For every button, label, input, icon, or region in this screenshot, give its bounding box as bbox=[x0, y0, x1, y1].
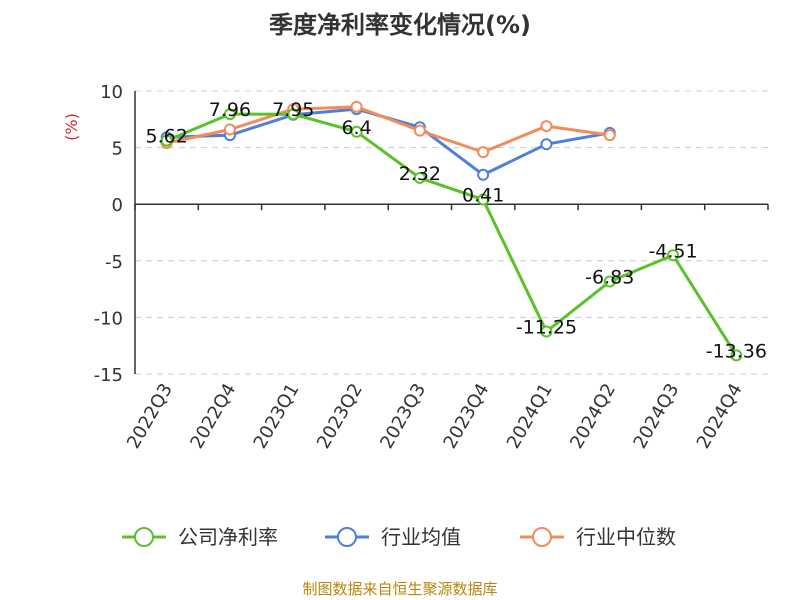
data-label: -13.36 bbox=[706, 340, 767, 362]
legend-label: 行业均值 bbox=[381, 525, 461, 549]
data-label: 0.41 bbox=[462, 185, 504, 207]
data-label: 6.4 bbox=[341, 117, 371, 139]
data-point bbox=[540, 138, 553, 151]
data-point bbox=[160, 134, 173, 147]
data-label: 7.95 bbox=[272, 99, 314, 121]
data-point bbox=[540, 325, 553, 338]
data-point bbox=[350, 125, 363, 138]
x-tick-label: 2024Q1 bbox=[503, 380, 557, 452]
data-point bbox=[223, 108, 236, 121]
data-point bbox=[540, 120, 553, 133]
series-line-0 bbox=[166, 112, 738, 357]
y-tick-label: -15 bbox=[94, 365, 123, 386]
legend-marker bbox=[337, 527, 357, 547]
data-label: 5.62 bbox=[145, 126, 187, 148]
x-tick-label: 2024Q4 bbox=[693, 380, 747, 452]
x-tick-label: 2024Q2 bbox=[566, 380, 620, 452]
x-tick-label: 2023Q4 bbox=[440, 380, 494, 452]
y-tick-label: -5 bbox=[105, 252, 123, 273]
data-point bbox=[413, 171, 426, 184]
data-label: 2.32 bbox=[399, 163, 441, 185]
series-line-2 bbox=[166, 105, 610, 154]
data-point bbox=[477, 146, 490, 159]
data-labels: 5.62 7.96 7.95 6.4 2.32 0.41 -11.25 -6.83 -4.51 -… bbox=[145, 99, 766, 362]
legend-marker bbox=[532, 527, 552, 547]
x-tick-label: 2023Q1 bbox=[250, 380, 304, 452]
data-label: -6.83 bbox=[585, 267, 634, 289]
source-note: 制图数据来自恒生聚源数据库 bbox=[302, 580, 497, 598]
x-tick-label: 2023Q2 bbox=[313, 380, 367, 452]
data-point bbox=[223, 123, 236, 136]
series-layer bbox=[160, 100, 743, 362]
legend: 公司净利率 行业均值 行业中位数 bbox=[122, 525, 676, 549]
data-label: -11.25 bbox=[516, 317, 577, 339]
x-tick-label: 2024Q3 bbox=[629, 380, 683, 452]
y-axis-unit: (%) bbox=[62, 113, 81, 141]
x-tick-label: 2022Q3 bbox=[123, 380, 177, 452]
y-tick-label: 10 bbox=[100, 82, 123, 103]
data-point bbox=[350, 100, 363, 113]
x-tick-label: 2022Q4 bbox=[186, 380, 240, 452]
chart-title: 季度净利率变化情况(%) bbox=[269, 11, 531, 39]
x-tick-label: 2023Q3 bbox=[376, 380, 430, 452]
data-point bbox=[477, 168, 490, 181]
data-point bbox=[477, 193, 490, 206]
data-point bbox=[667, 249, 680, 262]
y-tick-label: 5 bbox=[112, 139, 123, 160]
data-point bbox=[603, 275, 616, 288]
data-point bbox=[413, 124, 426, 137]
data-label: -4.51 bbox=[648, 240, 697, 262]
data-label: 7.96 bbox=[209, 99, 251, 121]
data-point bbox=[287, 108, 300, 121]
legend-marker bbox=[134, 527, 154, 547]
y-tick-label: 0 bbox=[112, 195, 123, 216]
y-tick-label: -10 bbox=[94, 308, 123, 329]
data-point bbox=[730, 349, 743, 362]
legend-label: 行业中位数 bbox=[576, 525, 676, 549]
legend-label: 公司净利率 bbox=[178, 525, 278, 549]
data-point bbox=[603, 129, 616, 142]
